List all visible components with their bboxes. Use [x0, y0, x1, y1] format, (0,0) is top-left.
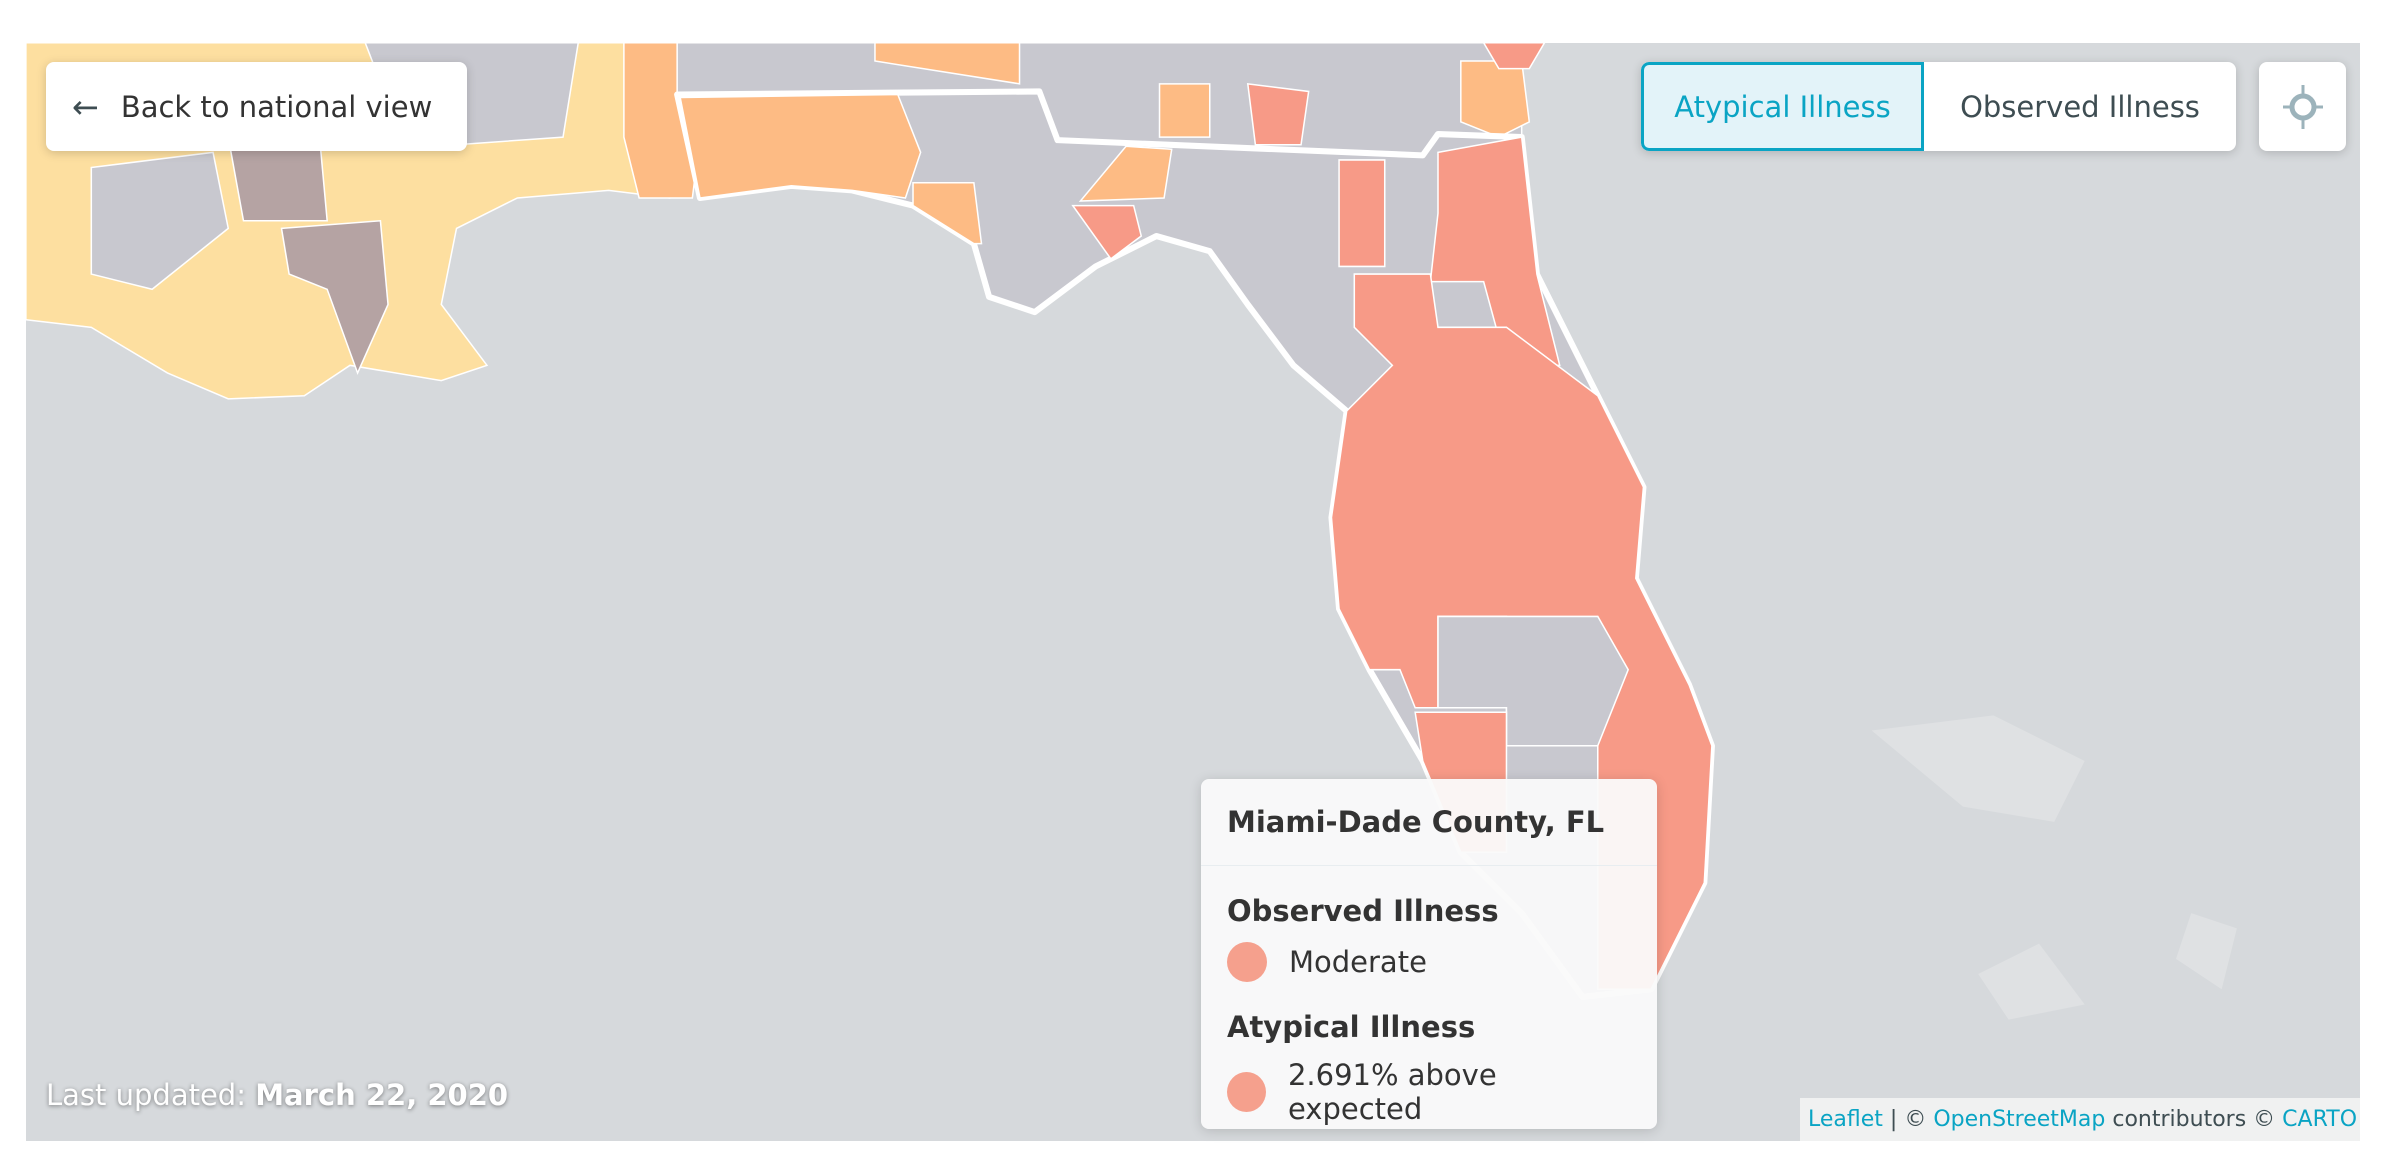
atypical-illness-heading: Atypical Illness: [1227, 1010, 1476, 1044]
map[interactable]: [26, 43, 2360, 1141]
tooltip-county-name: Miami-Dade County, FL: [1201, 779, 1657, 866]
region-moderate-col[interactable]: [1338, 159, 1386, 268]
region-elevated-ga2[interactable]: [1158, 83, 1211, 138]
bahamas: [1871, 715, 2237, 1020]
region-elevated-ga3[interactable]: [1460, 60, 1531, 138]
county-choropleth[interactable]: [26, 43, 2360, 1141]
county-tooltip: Miami-Dade County, FL Observed Illness M…: [1201, 779, 1657, 1129]
observed-illness-value: Moderate: [1289, 945, 1427, 979]
region-high-2[interactable]: [280, 219, 389, 375]
last-updated-date: March 22, 2020: [255, 1078, 509, 1112]
last-updated-label: Last updated:: [46, 1078, 246, 1112]
carto-link[interactable]: CARTO: [2282, 1107, 2358, 1132]
illness-type-toggle[interactable]: Atypical Illness Observed Illness: [1641, 62, 2236, 151]
region-gray-south[interactable]: [1437, 615, 1630, 747]
tab-observed-illness[interactable]: Observed Illness: [1960, 89, 2200, 124]
crosshair-icon: [2282, 84, 2323, 129]
region-moderate-fl-n[interactable]: [1071, 204, 1143, 260]
contributors-text: contributors ©: [2112, 1107, 2276, 1132]
locate-button[interactable]: [2259, 62, 2346, 151]
map-attribution: Leaflet | © OpenStreetMap contributors ©…: [1800, 1098, 2360, 1141]
tab-atypical-illness[interactable]: Atypical Illness: [1641, 62, 1924, 151]
region-elevated-panhandle[interactable]: [679, 93, 922, 199]
atypical-illness-value: 2.691% above expected: [1287, 1058, 1497, 1126]
openstreetmap-link[interactable]: OpenStreetMap: [1933, 1107, 2106, 1132]
region-elevated-fl2[interactable]: [912, 181, 983, 245]
region-gray-west[interactable]: [90, 151, 230, 291]
attribution-separator: |: [1889, 1107, 1898, 1132]
region-moderate-ga[interactable]: [1246, 82, 1310, 146]
arrow-left-icon: ←: [72, 87, 99, 126]
observed-level-dot: [1227, 942, 1267, 982]
back-button-label: Back to national view: [120, 89, 433, 124]
last-updated: Last updated: March 22, 2020: [46, 1078, 508, 1112]
back-to-national-button[interactable]: ← Back to national view: [46, 62, 467, 151]
region-elevated-fl3[interactable]: [1078, 145, 1173, 202]
region-elevated-ga[interactable]: [874, 43, 1021, 85]
atypical-level-dot: [1227, 1072, 1266, 1112]
region-moderate-ga2[interactable]: [1482, 43, 1546, 70]
copyright-symbol: ©: [1904, 1107, 1927, 1132]
observed-illness-heading: Observed Illness: [1227, 894, 1499, 928]
leaflet-link[interactable]: Leaflet: [1808, 1107, 1883, 1132]
